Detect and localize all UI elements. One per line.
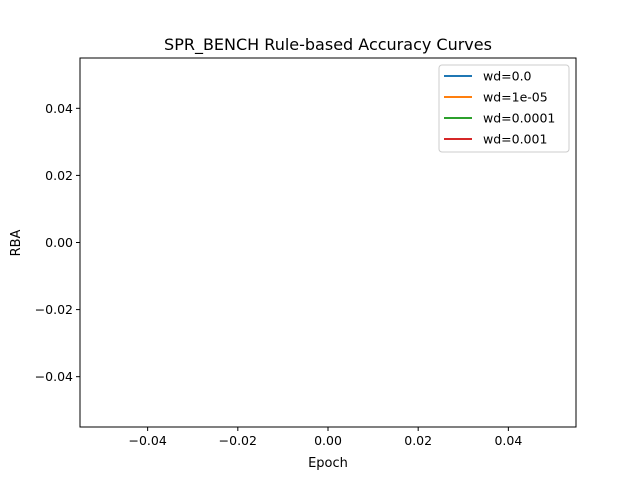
legend: wd=0.0 wd=1e-05 wd=0.0001 wd=0.001: [438, 64, 570, 153]
x-tick-label: −0.02: [219, 433, 257, 448]
x-tick-label: −0.04: [128, 433, 166, 448]
legend-box: [438, 64, 570, 153]
y-tick-label: −0.02: [35, 302, 73, 317]
x-axis-ticks: −0.04 −0.02 0.00 0.02 0.04: [128, 427, 522, 448]
y-tick-label: −0.04: [35, 369, 73, 384]
y-axis-title: RBA: [9, 229, 24, 256]
y-tick-label: 0.02: [45, 168, 73, 183]
legend-label: wd=0.0001: [483, 111, 555, 126]
x-tick-label: 0.04: [494, 433, 522, 448]
plot-area-frame: [79, 57, 577, 428]
legend-label: wd=1e-05: [483, 90, 548, 105]
legend-items: wd=0.0 wd=1e-05 wd=0.0001 wd=0.001: [444, 69, 555, 147]
chart-title: SPR_BENCH Rule-based Accuracy Curves: [164, 35, 492, 55]
y-tick-label: 0.00: [45, 235, 73, 250]
x-axis-title: Epoch: [308, 456, 348, 471]
y-axis-ticks: 0.04 0.02 0.00 −0.02 −0.04: [35, 101, 80, 384]
x-tick-label: 0.00: [314, 433, 342, 448]
y-tick-label: 0.04: [45, 101, 73, 116]
legend-label: wd=0.001: [483, 132, 547, 147]
x-tick-label: 0.02: [404, 433, 432, 448]
legend-label: wd=0.0: [483, 69, 532, 84]
